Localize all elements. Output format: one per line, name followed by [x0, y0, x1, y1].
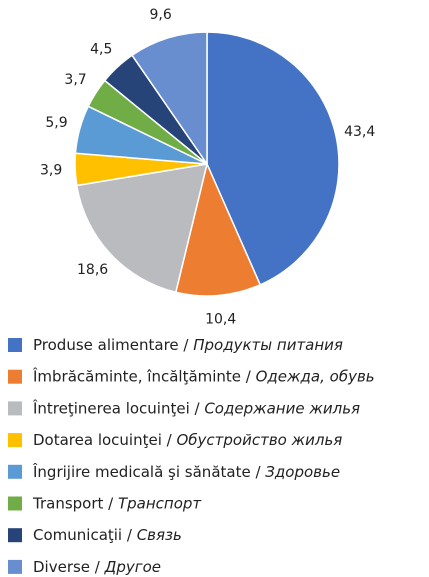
legend-label: Diverse / Другое	[33, 557, 161, 575]
legend-swatch	[8, 369, 22, 384]
legend-label: Întreţinerea locuinţei / Содержание жиль…	[32, 398, 360, 417]
data-label: 3,7	[64, 72, 86, 88]
legend-label: Comunicaţii / Связь	[33, 526, 182, 544]
legend-swatch	[8, 496, 22, 511]
legend-swatch	[8, 528, 22, 543]
data-label: 4,5	[90, 41, 112, 57]
legend-swatch	[8, 433, 22, 448]
legend-label: Îmbrăcăminte, încălţăminte / Одежда, обу…	[32, 366, 375, 385]
pie-slice	[206, 31, 340, 286]
legend-swatch	[8, 401, 22, 416]
pie-slice	[131, 31, 208, 167]
legend-swatch	[8, 559, 22, 574]
legend-label: Transport / Транспорт	[32, 494, 202, 512]
pie-slice	[75, 163, 208, 294]
data-label: 10,4	[205, 311, 236, 327]
legend-swatch	[8, 464, 22, 479]
legend-label: Dotarea locuinţei / Обустройство жилья	[33, 431, 342, 449]
legend-label: Produse alimentare / Продукты питания	[33, 336, 343, 354]
legend-swatch	[8, 338, 22, 352]
data-label: 18,6	[77, 262, 108, 278]
data-label: 5,9	[45, 115, 67, 131]
data-label: 3,9	[40, 162, 62, 178]
pie-slice	[174, 161, 262, 297]
legend-label: Îngrijire medicală şi sănătate / Здоровь…	[32, 461, 340, 480]
data-label: 43,4	[344, 124, 375, 140]
data-label: 9,6	[150, 7, 172, 23]
